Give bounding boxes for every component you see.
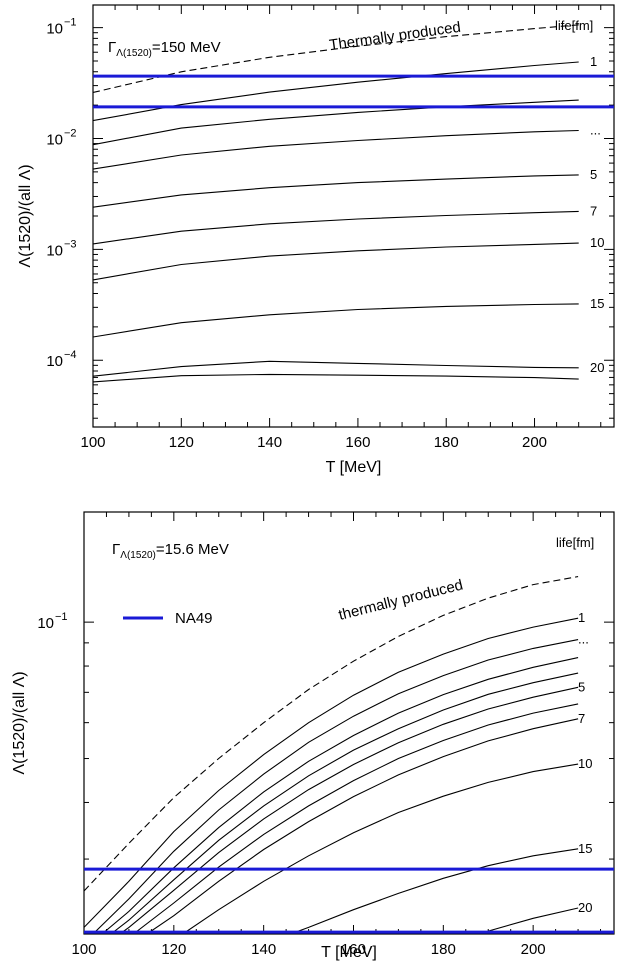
plot-area	[84, 576, 614, 934]
y-tick-label-exponent: −2	[64, 128, 77, 140]
y-axis-title: Λ(1520)/(all Λ)	[11, 671, 28, 774]
curve-label-10: 10	[578, 756, 592, 771]
y-tick-label: 10	[37, 615, 54, 632]
thermal-curve	[84, 576, 579, 892]
life-label: life[fm]	[556, 535, 594, 550]
lifetime-curve-20	[93, 360, 579, 377]
life-label: life[fm]	[555, 18, 593, 33]
y-tick-label-exponent: −1	[55, 611, 68, 623]
lifetime-curve-15	[93, 303, 579, 338]
curve-label-2: ...	[578, 632, 589, 647]
curve-label-1: 1	[590, 54, 597, 69]
curve-label-5: 5	[578, 679, 585, 694]
lifetime-curve-5	[119, 686, 579, 934]
x-tick-label: 100	[80, 434, 105, 451]
x-tick-label: 140	[251, 941, 276, 958]
y-tick-label-exponent: −4	[64, 349, 77, 361]
lifetime-curve-2	[92, 639, 579, 934]
y-tick-label: 10	[46, 353, 63, 370]
lifetime-curve-20	[479, 907, 579, 934]
thermal-label: thermally produced	[337, 577, 465, 624]
lifetime-curve-3	[101, 657, 579, 934]
x-tick-label: 200	[522, 434, 547, 451]
y-tick-label: 10	[46, 21, 63, 38]
thermal-label: Thermally produced	[328, 19, 462, 54]
curve-label-1: 1	[578, 610, 585, 625]
y-tick-label-exponent: −1	[64, 17, 77, 29]
x-tick-label: 180	[434, 434, 459, 451]
lifetime-curve-7	[93, 210, 579, 245]
curve-label-15: 15	[590, 296, 604, 311]
lifetime-curve-25	[93, 373, 579, 383]
lifetime-curve-5	[93, 174, 579, 208]
x-tick-label: 160	[345, 434, 370, 451]
curve-label-15: 15	[578, 841, 592, 856]
y-tick-label: 10	[46, 132, 63, 149]
y-tick-label-exponent: −3	[64, 238, 77, 250]
lifetime-curve-6	[133, 703, 579, 934]
x-tick-label: 160	[341, 941, 366, 958]
x-tick-label: 200	[521, 941, 546, 958]
lifetime-curve-3	[93, 129, 579, 170]
gamma-label: ΓΛ(1520)=150 MeV	[108, 39, 221, 59]
x-tick-label: 120	[169, 434, 194, 451]
lifetime-curve-10	[93, 242, 579, 281]
curve-label-10: 10	[590, 235, 604, 250]
lifetime-curve-15	[290, 848, 579, 934]
curve-label-7: 7	[590, 203, 597, 218]
thermal-curve	[93, 24, 579, 94]
x-tick-label: 180	[431, 941, 456, 958]
x-tick-label: 140	[257, 434, 282, 451]
curve-label-20: 20	[590, 360, 604, 375]
lifetime-curve-7	[146, 718, 579, 934]
x-axis-title: T [MeV]	[321, 944, 377, 961]
x-tick-label: 100	[71, 941, 96, 958]
legend-label: NA49	[175, 610, 213, 627]
lifetime-curve-1	[84, 617, 579, 928]
curve-label-5: 5	[590, 167, 597, 182]
y-axis-title: Λ(1520)/(all Λ)	[17, 164, 34, 267]
plot-area	[93, 24, 614, 383]
plot-frame	[83, 511, 615, 935]
curve-label-7: 7	[578, 711, 585, 726]
curve-label-3: ...	[590, 123, 601, 138]
lifetime-curve-2	[93, 99, 579, 146]
lifetime-curve-10	[182, 763, 579, 934]
curve-label-20: 20	[578, 900, 592, 915]
x-tick-label: 120	[161, 941, 186, 958]
x-axis-title: T [MeV]	[326, 459, 382, 476]
lifetime-curve-4	[110, 672, 579, 934]
gamma-label: ΓΛ(1520)=15.6 MeV	[112, 541, 229, 561]
lifetime-curve-1	[93, 61, 579, 122]
y-tick-label: 10	[46, 242, 63, 259]
